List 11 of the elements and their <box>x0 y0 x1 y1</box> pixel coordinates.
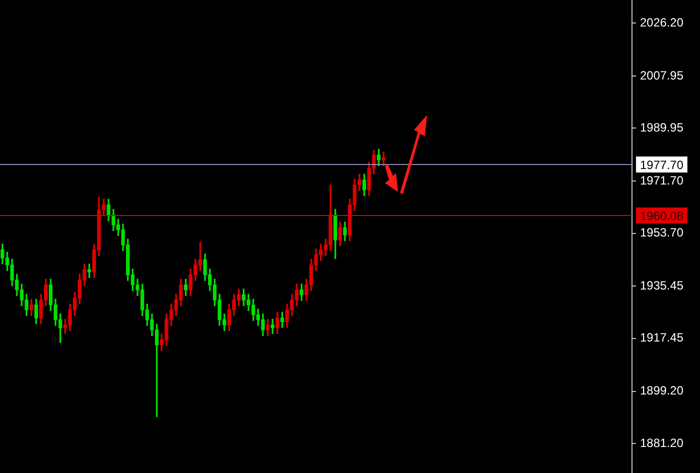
ref-line-label: 1960.08 <box>640 208 684 223</box>
y-tick-label: 1917.45 <box>640 330 684 345</box>
y-tick-label: 2026.20 <box>640 15 684 30</box>
y-tick-label: 1935.45 <box>640 278 684 293</box>
y-tick-label: 1971.70 <box>640 173 684 188</box>
y-tick-label: 1899.20 <box>640 384 684 398</box>
ref-line-label: 1977.70 <box>640 158 684 172</box>
y-tick-label: 1881.20 <box>640 436 684 450</box>
y-tick-label: 2007.95 <box>640 68 684 82</box>
y-tick-label: 1989.95 <box>640 120 684 135</box>
y-tick-label: 1953.70 <box>640 226 684 240</box>
